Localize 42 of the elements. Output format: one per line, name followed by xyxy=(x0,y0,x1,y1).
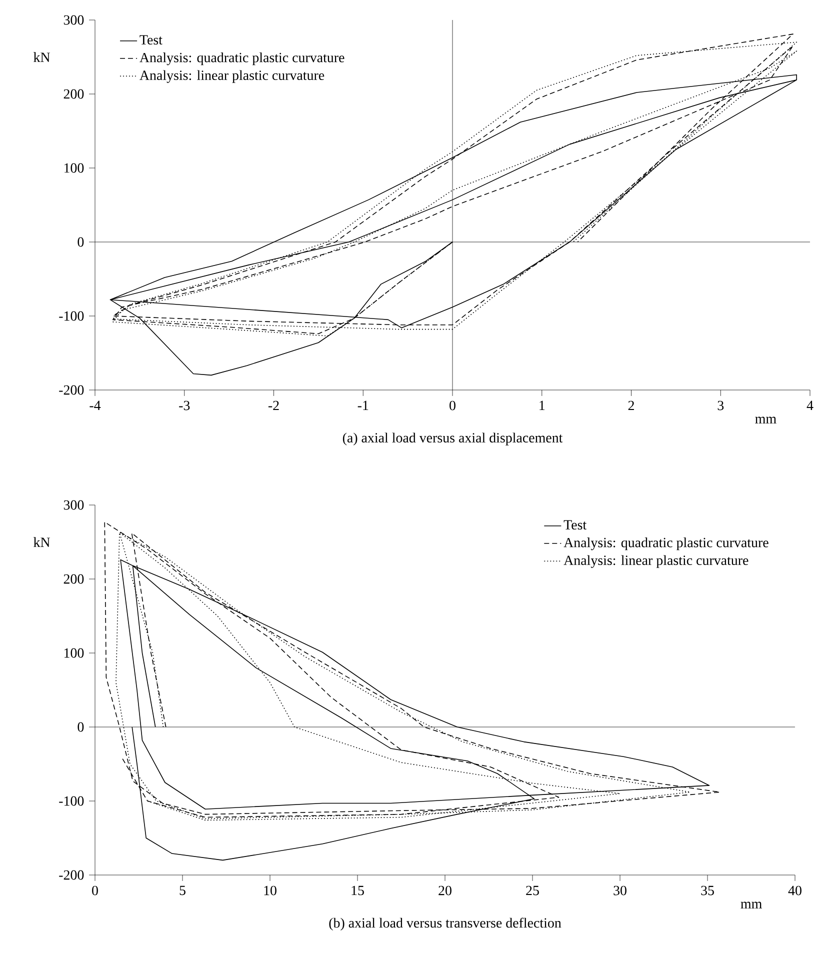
y-tick-label: 100 xyxy=(64,163,84,173)
x-axis-title: mm xyxy=(755,416,776,424)
x-tick-label: 2 xyxy=(628,400,634,410)
x-tick-label: 40 xyxy=(788,886,802,896)
x-tick-label: 30 xyxy=(614,886,626,896)
y-tick-label: 100 xyxy=(64,648,84,658)
x-tick-label: 3 xyxy=(718,400,724,410)
y-tick-label: 200 xyxy=(64,574,84,584)
y-tick-label: -200 xyxy=(59,385,84,395)
x-tick-label: 20 xyxy=(438,886,452,896)
x-tick-label: 15 xyxy=(352,886,364,896)
x-tick-label: -1 xyxy=(358,400,368,410)
x-tick-label: 10 xyxy=(264,886,276,896)
x-tick-label: 1 xyxy=(540,400,545,410)
x-tick-label: 0 xyxy=(450,400,456,410)
x-tick-label: 0 xyxy=(92,886,98,896)
legend-label: Analysis: quadratic plastic curvature xyxy=(140,52,344,66)
text: (b) axial load versus transverse deflection xyxy=(329,918,562,930)
y-tick-label: 300 xyxy=(64,15,84,25)
y-tick-label: 0 xyxy=(78,722,84,732)
x-tick-label: -2 xyxy=(268,400,279,410)
y-axis-title: kN xyxy=(34,537,50,547)
x-axis-title: mm xyxy=(740,902,762,908)
y-axis-title: kN xyxy=(34,52,50,62)
legend-label: Test xyxy=(140,35,162,45)
legend-label: Analysis: quadratic plastic curvature xyxy=(564,537,768,550)
x-tick-label: -3 xyxy=(179,400,190,410)
y-tick-label: 300 xyxy=(64,500,84,510)
legend-label: Analysis: linear plastic curvature xyxy=(564,555,748,568)
x-tick-label: 4 xyxy=(806,400,814,410)
y-tick-label: -100 xyxy=(59,311,84,321)
text: (a) axial load versus axial displacement xyxy=(342,432,563,446)
x-tick-label: 35 xyxy=(701,886,714,896)
y-tick-label: 200 xyxy=(64,89,84,99)
x-tick-label: 5 xyxy=(180,886,186,896)
legend-label: Analysis: linear plastic curvature xyxy=(140,70,324,83)
legend-label: Test xyxy=(564,520,587,530)
y-tick-label: -100 xyxy=(59,796,84,806)
y-tick-label: 0 xyxy=(78,237,84,247)
x-tick-label: 25 xyxy=(526,886,539,896)
y-tick-label: -200 xyxy=(59,870,84,880)
x-tick-label: -4 xyxy=(90,400,101,410)
